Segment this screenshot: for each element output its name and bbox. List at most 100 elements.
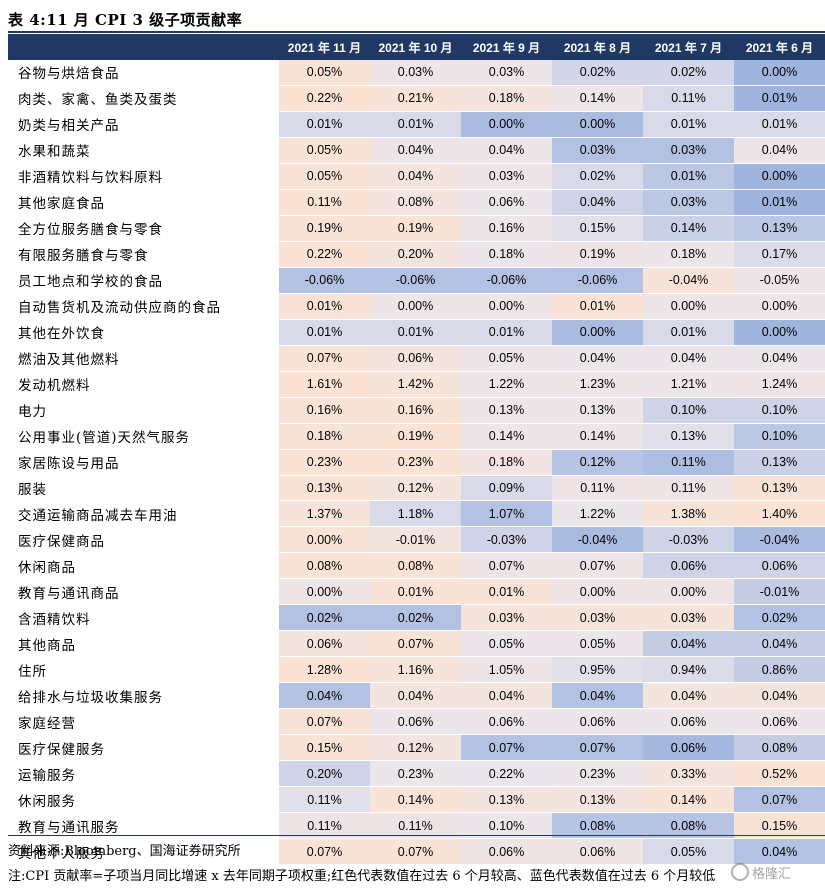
value-cell: 0.03%	[643, 604, 734, 632]
value-cell: 0.03%	[461, 60, 552, 86]
value-cell: 0.00%	[552, 578, 643, 606]
value-cell: 0.01%	[370, 111, 461, 138]
row-label: 水果和蔬菜	[8, 137, 279, 164]
value-cell: 0.22%	[279, 241, 370, 268]
row-label: 有限服务膳食与零食	[8, 241, 279, 268]
value-cell: 0.04%	[370, 163, 461, 190]
value-cell: 0.06%	[370, 345, 461, 372]
source-text: 资料来源:Bloomberg、国海证券研究所	[8, 844, 241, 859]
table-row: 其他在外饮食 0.01% 0.01% 0.01% 0.00% 0.01% 0.00%	[8, 319, 825, 346]
value-cell: -0.06%	[279, 267, 370, 294]
table-row: 公用事业(管道)天然气服务 0.18% 0.19% 0.14% 0.14% 0.13% 0.…	[8, 423, 825, 450]
value-cell: 0.12%	[552, 449, 643, 476]
value-cell: 1.23%	[552, 371, 643, 398]
value-cell: 0.01%	[734, 85, 825, 112]
column-header: 2021 年 6 月	[734, 34, 825, 60]
table-row: 教育与通讯商品 0.00% 0.01% 0.01% 0.00% 0.00% -0.01%	[8, 578, 825, 606]
value-cell: 0.04%	[734, 838, 825, 866]
value-cell: 0.06%	[461, 708, 552, 736]
value-cell: 0.03%	[461, 604, 552, 632]
value-cell: 0.23%	[370, 760, 461, 788]
value-cell: 0.04%	[461, 137, 552, 164]
row-label: 医疗保健服务	[8, 734, 279, 762]
value-cell: 0.11%	[643, 85, 734, 112]
row-label: 含酒精饮料	[8, 604, 279, 632]
value-cell: 0.11%	[279, 189, 370, 216]
table-row: 全方位服务膳食与零食 0.19% 0.19% 0.16% 0.15% 0.14% 0.13%	[8, 215, 825, 242]
value-cell: 0.07%	[279, 838, 370, 866]
value-cell: -0.06%	[552, 267, 643, 294]
value-cell: 0.06%	[643, 552, 734, 580]
value-cell: 0.14%	[552, 85, 643, 112]
value-cell: 0.14%	[643, 215, 734, 242]
value-cell: 0.09%	[461, 475, 552, 502]
table-row: 家居陈设与用品 0.23% 0.23% 0.18% 0.12% 0.11% 0.13%	[8, 449, 825, 476]
row-label: 肉类、家禽、鱼类及蛋类	[8, 85, 279, 112]
column-header: 2021 年 7 月	[643, 34, 734, 60]
value-cell: 1.38%	[643, 500, 734, 528]
header-row: 2021 年 11 月 2021 年 10 月 2021 年 9 月 2021 …	[8, 34, 825, 60]
value-cell: 0.00%	[734, 163, 825, 190]
table-row: 其他个人服务 0.07% 0.07% 0.06% 0.06% 0.05% 0.04%	[8, 838, 825, 866]
value-cell: 0.02%	[370, 604, 461, 632]
row-label: 医疗保健商品	[8, 526, 279, 554]
column-header: 2021 年 11 月	[279, 34, 370, 60]
value-cell: 1.18%	[370, 500, 461, 528]
table-row: 医疗保健服务 0.15% 0.12% 0.07% 0.07% 0.06% 0.08%	[8, 734, 825, 762]
table-row: 交通运输商品减去车用油 1.37% 1.18% 1.07% 1.22% 1.38% 1.40…	[8, 500, 825, 528]
value-cell: 0.16%	[461, 215, 552, 242]
value-cell: -0.04%	[643, 267, 734, 294]
value-cell: 0.07%	[552, 734, 643, 762]
value-cell: 0.11%	[279, 812, 370, 840]
table-row: 家庭经营 0.07% 0.06% 0.06% 0.06% 0.06% 0.06%	[8, 708, 825, 736]
value-cell: 0.02%	[279, 604, 370, 632]
value-cell: 0.18%	[461, 85, 552, 112]
value-cell: 1.16%	[370, 656, 461, 684]
table-title: 表 4:11 月 CPI 3 级子项贡献率	[8, 11, 243, 29]
row-label: 住所	[8, 656, 279, 684]
value-cell: 0.13%	[552, 397, 643, 424]
value-cell: 0.01%	[643, 163, 734, 190]
value-cell: 0.01%	[734, 189, 825, 216]
value-cell: 0.06%	[734, 552, 825, 580]
table-row: 医疗保健商品 0.00% -0.01% -0.03% -0.04% -0.03% -0.04…	[8, 526, 825, 554]
value-cell: 1.61%	[279, 371, 370, 398]
value-cell: 0.06%	[734, 708, 825, 736]
value-cell: 0.21%	[370, 85, 461, 112]
value-cell: 0.04%	[552, 189, 643, 216]
row-label: 燃油及其他燃料	[8, 345, 279, 372]
value-cell: 0.06%	[461, 189, 552, 216]
value-cell: 0.18%	[279, 423, 370, 450]
value-cell: 0.01%	[552, 293, 643, 320]
value-cell: 0.13%	[461, 397, 552, 424]
table-row: 电力 0.16% 0.16% 0.13% 0.13% 0.10% 0.10%	[8, 397, 825, 424]
value-cell: 0.15%	[552, 215, 643, 242]
value-cell: 0.03%	[461, 163, 552, 190]
table-row: 肉类、家禽、鱼类及蛋类 0.22% 0.21% 0.18% 0.14% 0.11% 0.01…	[8, 85, 825, 112]
value-cell: 1.21%	[643, 371, 734, 398]
value-cell: 0.01%	[370, 578, 461, 606]
table-row: 非酒精饮料与饮料原料 0.05% 0.04% 0.03% 0.02% 0.01% 0.00%	[8, 163, 825, 190]
value-cell: 0.23%	[370, 449, 461, 476]
value-cell: 0.10%	[643, 397, 734, 424]
value-cell: 0.02%	[643, 60, 734, 86]
value-cell: 0.01%	[279, 319, 370, 346]
value-cell: 0.18%	[461, 241, 552, 268]
value-cell: 0.08%	[552, 812, 643, 840]
row-label: 奶类与相关产品	[8, 111, 279, 138]
table-row: 教育与通讯服务 0.11% 0.11% 0.10% 0.08% 0.08% 0.15%	[8, 812, 825, 840]
value-cell: 0.15%	[279, 734, 370, 762]
row-label: 家庭经营	[8, 708, 279, 736]
value-cell: 0.04%	[643, 682, 734, 710]
value-cell: 0.10%	[734, 423, 825, 450]
cpi-contribution-table: 2021 年 11 月 2021 年 10 月 2021 年 9 月 2021 …	[8, 34, 825, 866]
value-cell: 0.07%	[461, 734, 552, 762]
watermark: 格隆汇	[731, 858, 821, 886]
value-cell: 0.00%	[279, 578, 370, 606]
row-label: 自动售货机及流动供应商的食品	[8, 293, 279, 320]
column-header: 2021 年 10 月	[370, 34, 461, 60]
value-cell: 0.02%	[734, 604, 825, 632]
value-cell: 0.00%	[734, 319, 825, 346]
row-label: 发动机燃料	[8, 371, 279, 398]
column-header: 2021 年 8 月	[552, 34, 643, 60]
